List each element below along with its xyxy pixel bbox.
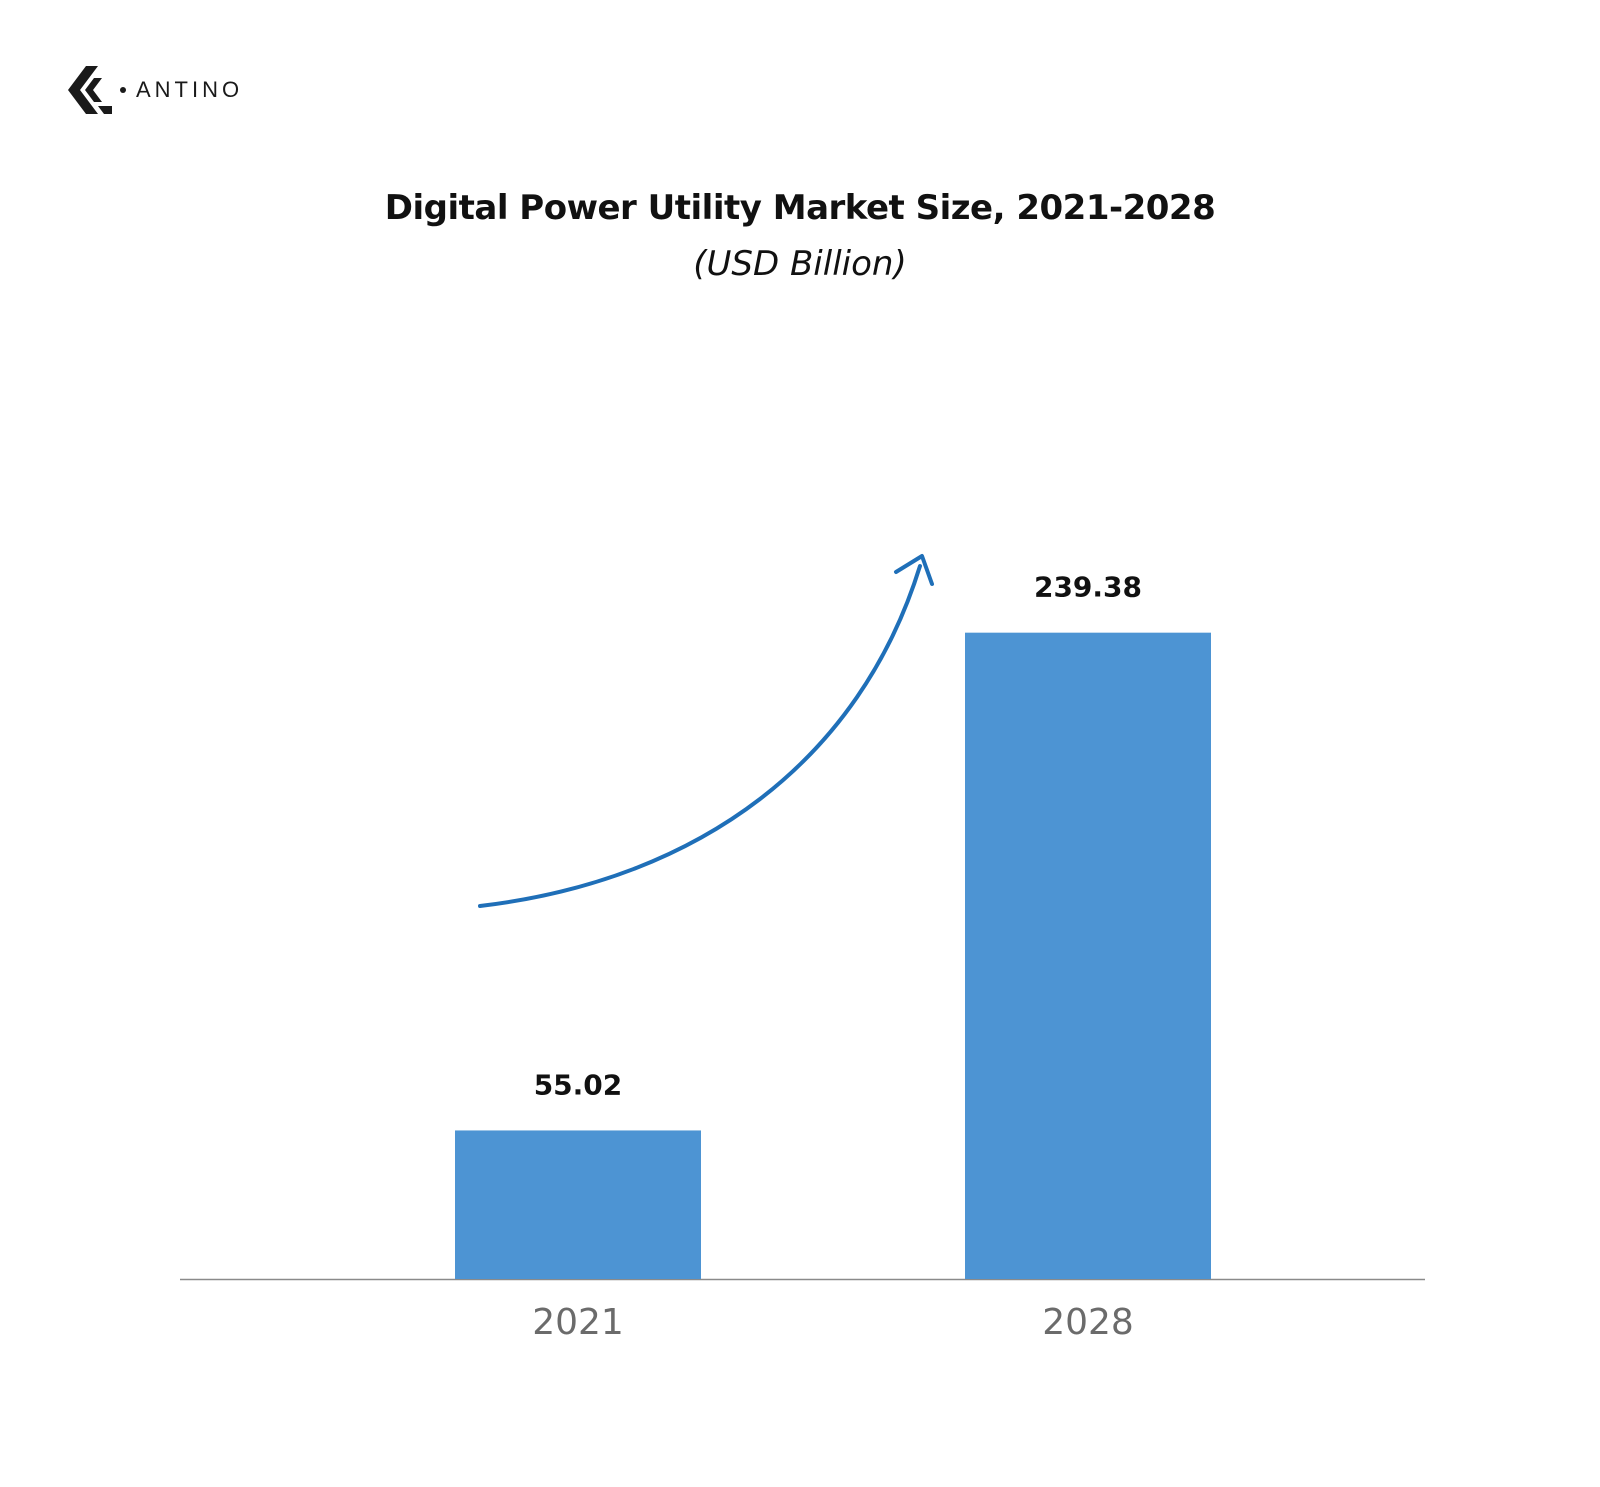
- growth-arrow-curve: [478, 564, 922, 908]
- chart-title: Digital Power Utility Market Size, 2021-…: [384, 188, 1216, 228]
- growth-arrow-head-icon: [894, 554, 934, 586]
- bar-2028: [965, 632, 1211, 1279]
- data-label-2028: 239.38: [1034, 571, 1142, 604]
- brand-logo: ANTINO: [68, 66, 243, 114]
- chart-subtitle: (USD Billion): [693, 244, 907, 284]
- brand-name: ANTINO: [136, 77, 244, 102]
- bar-2021: [455, 1130, 701, 1279]
- logo-separator-dot: [120, 87, 126, 93]
- x-tick-label-2028: 2028: [1042, 1302, 1134, 1343]
- x-tick-label-2021: 2021: [532, 1302, 624, 1343]
- data-label-2021: 55.02: [534, 1068, 623, 1101]
- antino-chevron-logo-icon: [68, 66, 112, 114]
